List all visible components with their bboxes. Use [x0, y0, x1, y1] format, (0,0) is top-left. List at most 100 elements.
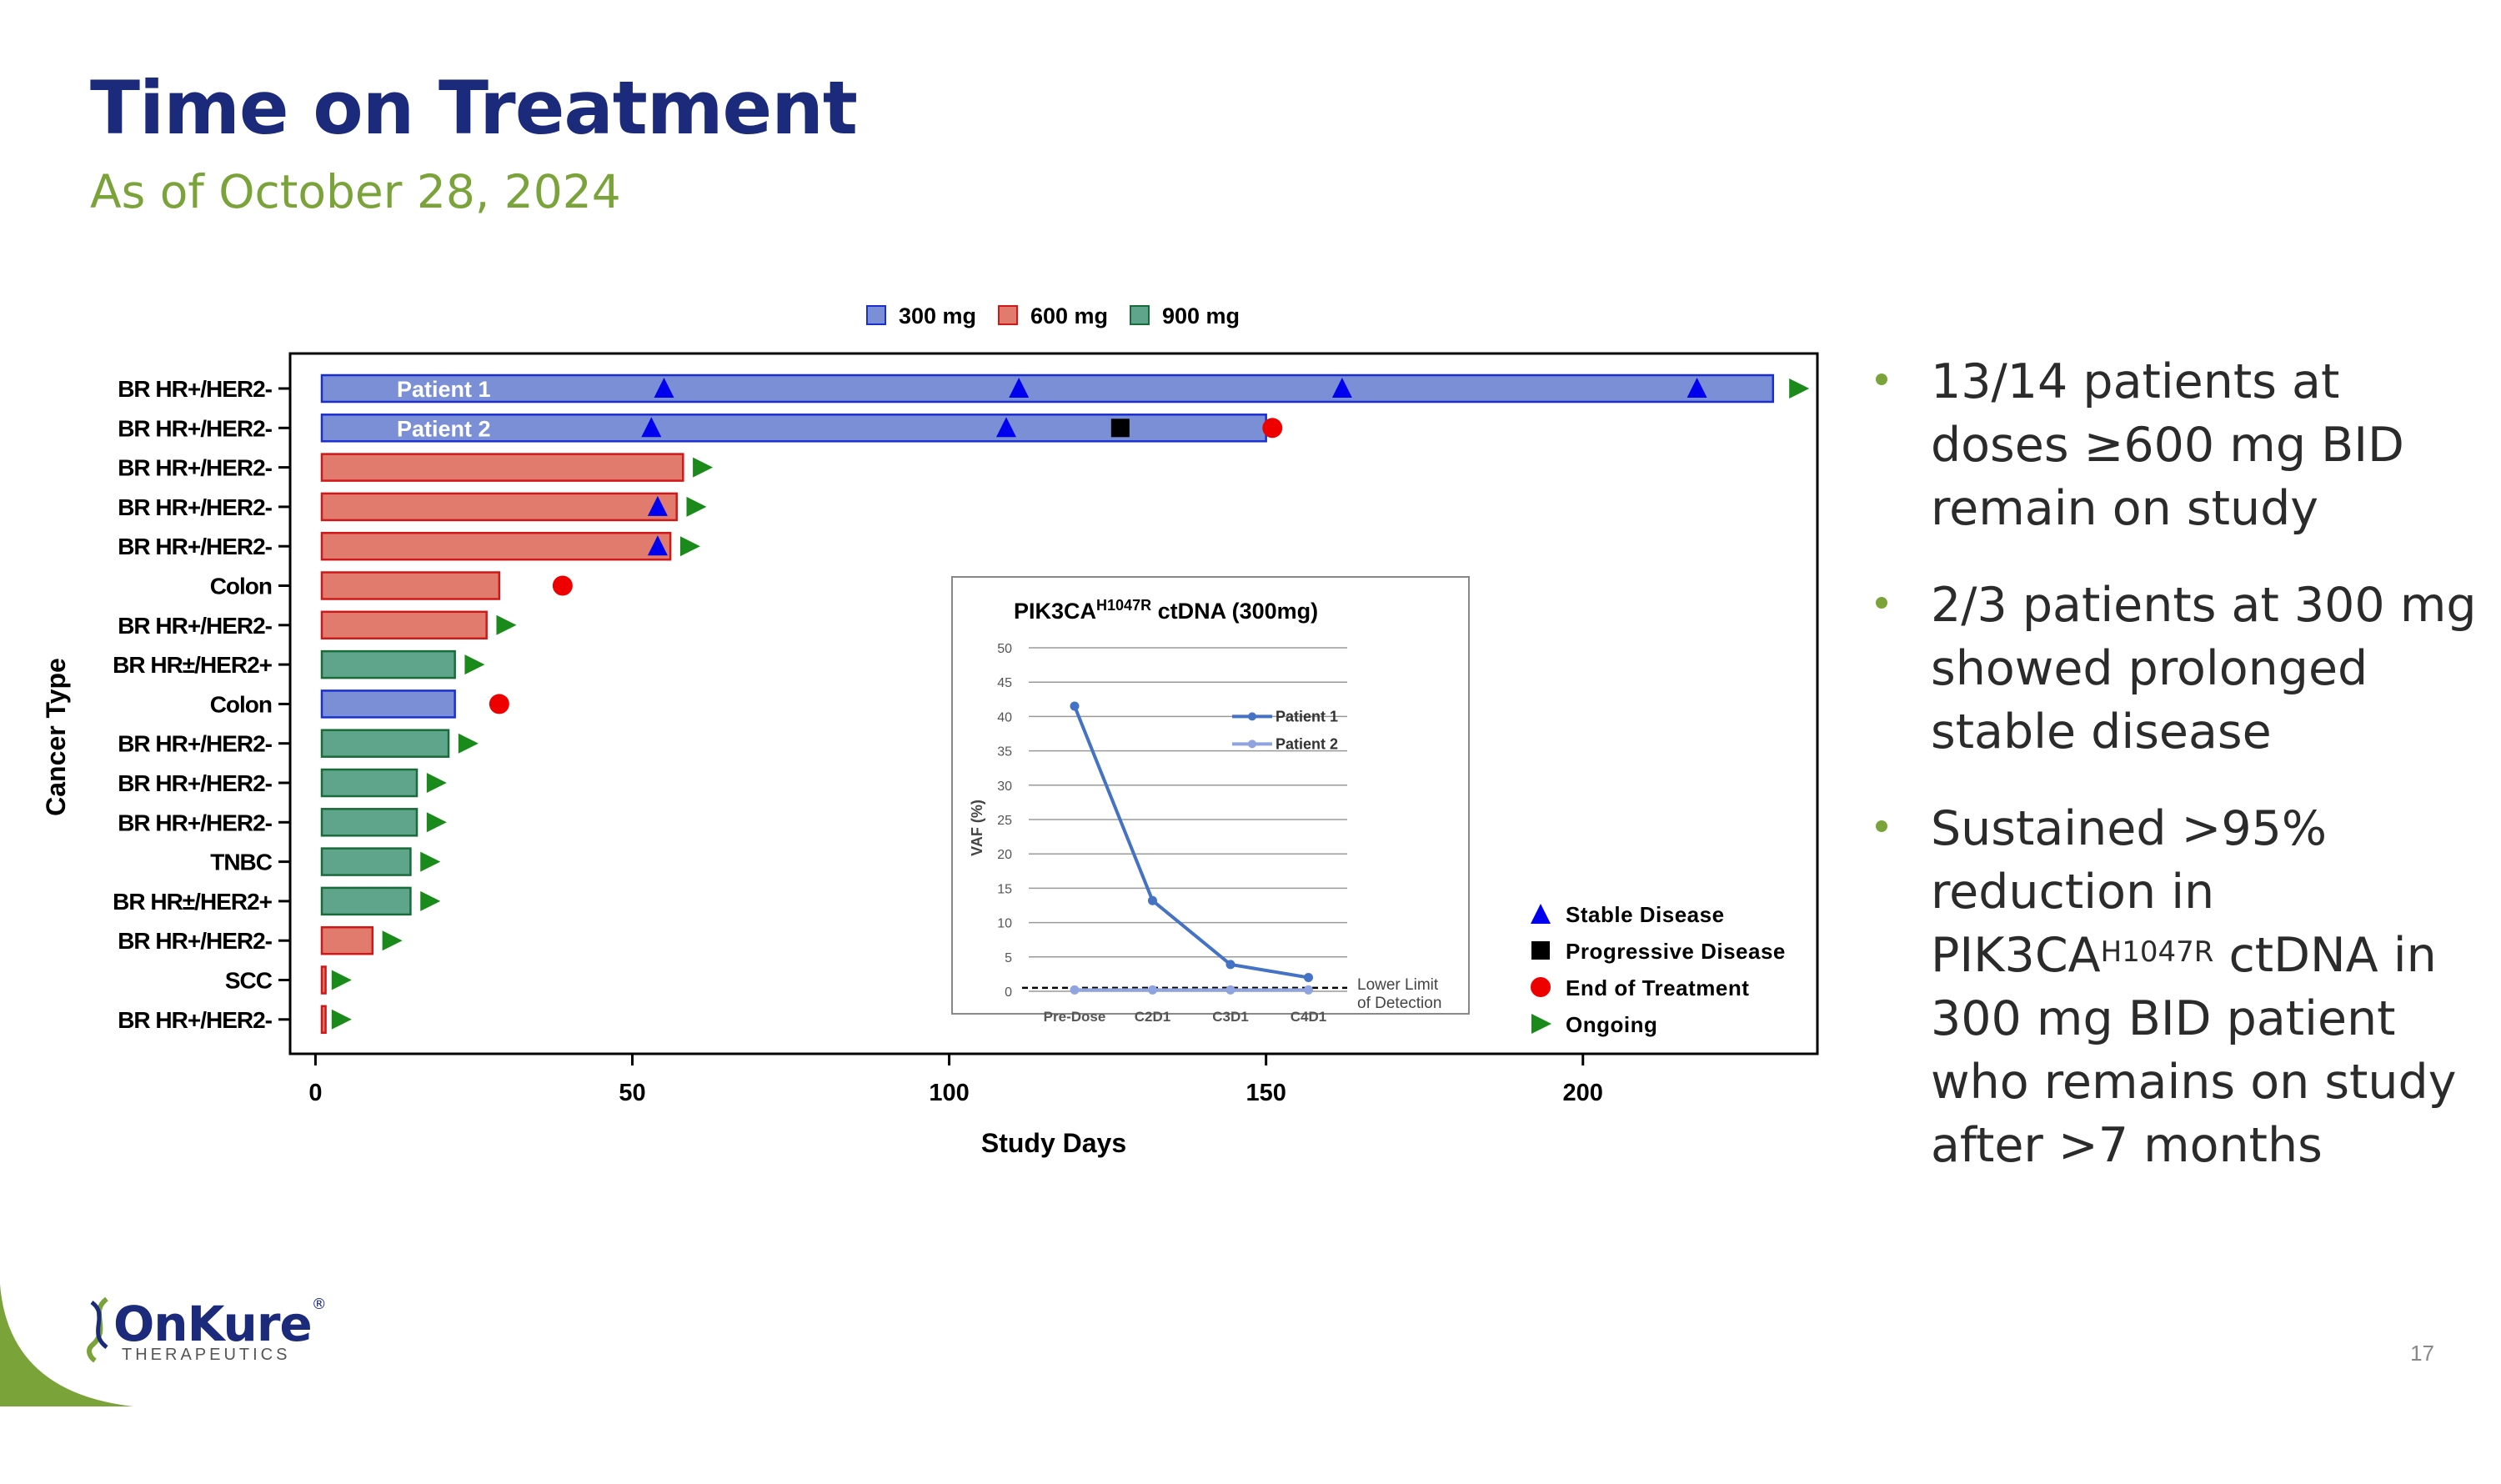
treatment-bar: [320, 847, 412, 876]
inset-y-tick-label: 25: [997, 814, 1012, 828]
progressive-disease-marker: [1110, 419, 1130, 438]
inset-data-point: [1304, 985, 1313, 995]
treatment-bar: [320, 571, 501, 600]
treatment-bar: [320, 492, 678, 522]
patient-label: Patient 2: [397, 416, 491, 441]
inset-frame: [951, 576, 1470, 1015]
stable-disease-marker: [654, 378, 674, 398]
ongoing-marker: [496, 614, 517, 635]
treatment-bar: [320, 1005, 327, 1035]
cancer-type-label: BR HR+/HER2-: [118, 494, 272, 520]
bullet-text: Sustained >95% reduction in PIK3CA: [1931, 801, 2328, 983]
bullet-superscript: H1047R: [2100, 935, 2214, 969]
inset-data-point: [1148, 985, 1157, 995]
cancer-type-label: BR HR+/HER2-: [118, 534, 272, 559]
patient-label: Patient 1: [397, 377, 491, 402]
inset-x-tick-label: C3D1: [1212, 1009, 1248, 1025]
cancer-type-label: BR HR+/HER2-: [118, 731, 272, 757]
cancer-type-label: BR HR+/HER2-: [118, 455, 272, 481]
legend-stable-icon: [1531, 904, 1551, 924]
inset-series-line-0: [1073, 705, 1309, 980]
cancer-type-label: BR HR±/HER2+: [113, 652, 272, 678]
ongoing-marker: [679, 536, 700, 557]
inset-data-point: [1225, 960, 1235, 970]
legend-event-label: Progressive Disease: [1566, 939, 1786, 964]
end-of-treatment-marker: [1262, 418, 1283, 439]
inset-title-gene: PIK3CA: [1014, 599, 1096, 624]
inset-x-tick-label: C4D1: [1291, 1009, 1326, 1025]
treatment-bar: [320, 768, 419, 798]
inset-x-tick-label: Pre-Dose: [1044, 1009, 1106, 1025]
inset-legend-marker: [1248, 712, 1256, 721]
inset-y-tick-label: 5: [1005, 951, 1012, 965]
ongoing-marker: [1789, 379, 1810, 399]
ongoing-marker: [420, 890, 441, 911]
inset-y-tick-label: 45: [997, 676, 1012, 690]
inset-title-suffix: ctDNA (300mg): [1151, 599, 1318, 624]
logo-wordmark: OnKure®: [113, 1296, 327, 1352]
bullet-text: 2/3 patients at 300 mg showed prolonged …: [1931, 578, 2477, 760]
ongoing-marker: [426, 773, 447, 793]
cancer-type-label: BR HR+/HER2-: [118, 928, 272, 954]
stable-disease-marker: [647, 535, 668, 556]
ongoing-marker: [458, 733, 479, 754]
end-of-treatment-marker: [489, 694, 509, 714]
cancer-type-label: BR HR+/HER2-: [118, 770, 272, 796]
end-of-treatment-marker: [552, 575, 573, 596]
dna-helix-icon: [87, 1296, 108, 1362]
treatment-bar: [320, 610, 488, 640]
treatment-bar: [320, 453, 684, 482]
inset-y-tick-label: 0: [1005, 985, 1012, 1000]
bullet-item: 2/3 patients at 300 mg showed prolonged …: [1866, 574, 2483, 764]
inset-data-point: [1070, 985, 1080, 995]
treatment-bar: [320, 649, 456, 679]
x-axis-label: Study Days: [981, 1128, 1126, 1158]
inset-legend-label: Patient 1: [1276, 708, 1338, 724]
inset-data-point: [1070, 701, 1080, 711]
treatment-bar: [320, 886, 412, 916]
treatment-bar: [320, 729, 450, 758]
legend-label-600mg: 600 mg: [1030, 303, 1108, 328]
cancer-type-label: BR HR+/HER2-: [118, 415, 272, 441]
ongoing-marker: [693, 457, 714, 478]
inset-data-point: [1225, 985, 1235, 995]
treatment-bar: [320, 531, 672, 561]
x-tick-label: 200: [1563, 1080, 1603, 1106]
x-tick-label: 150: [1245, 1080, 1286, 1106]
cancer-type-label: BR HR+/HER2-: [118, 376, 272, 402]
stable-disease-marker: [1687, 378, 1707, 398]
inset-y-tick-label: 50: [997, 642, 1012, 656]
cancer-type-label: SCC: [225, 968, 273, 994]
stable-disease-marker: [1009, 378, 1030, 398]
bullet-text: 13/14 patients at doses ≥600 mg BID rema…: [1931, 354, 2404, 536]
cancer-type-label: TNBC: [210, 850, 273, 875]
detection-limit-label: Lower Limit: [1357, 976, 1439, 994]
legend-event-label: Ongoing: [1566, 1012, 1657, 1037]
inset-y-tick-label: 35: [997, 745, 1012, 760]
bullet-item: 13/14 patients at doses ≥600 mg BID rema…: [1866, 350, 2483, 540]
page-title: Time on Treatment: [90, 65, 858, 151]
inset-y-axis-label: VAF (%): [969, 800, 985, 856]
inset-y-tick-label: 30: [997, 780, 1012, 794]
cancer-type-label: Colon: [210, 691, 272, 717]
treatment-bar: [320, 689, 456, 719]
inset-y-tick-label: 40: [997, 710, 1012, 724]
stable-disease-marker: [641, 417, 662, 438]
inset-data-point: [1304, 973, 1313, 983]
inset-title-variant: H1047R: [1096, 597, 1151, 614]
ongoing-marker: [464, 654, 485, 675]
x-tick-label: 0: [308, 1080, 322, 1106]
ongoing-marker: [331, 970, 352, 990]
bullet-item: Sustained >95% reduction in PIK3CAH1047R…: [1866, 797, 2483, 1177]
stable-disease-marker: [647, 495, 668, 516]
y-axis-label: Cancer Type: [41, 658, 71, 816]
stable-disease-marker: [1331, 378, 1352, 398]
ongoing-marker: [426, 812, 447, 833]
treatment-bar: [320, 925, 374, 955]
inset-y-tick-label: 20: [997, 848, 1012, 862]
legend-event-label: End of Treatment: [1566, 975, 1749, 1000]
legend-label-300mg: 300 mg: [899, 303, 976, 328]
inset-x-tick-label: C2D1: [1135, 1009, 1170, 1025]
page-subtitle: As of October 28, 2024: [90, 165, 621, 218]
